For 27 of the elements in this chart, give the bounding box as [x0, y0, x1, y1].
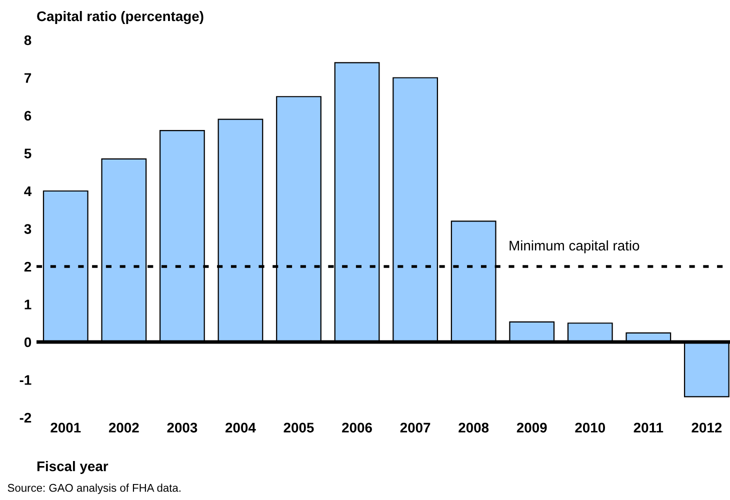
- x-tick-label: 2007: [400, 422, 430, 433]
- y-tick-label: 0: [24, 337, 32, 348]
- y-tick-label: -1: [20, 375, 32, 385]
- y-tick-label: 3: [24, 224, 32, 234]
- y-tick-label: 8: [24, 35, 32, 46]
- chart-title: Capital ratio (percentage): [37, 10, 204, 24]
- x-tick-label: 2005: [284, 422, 314, 433]
- x-tick-label: 2010: [575, 422, 606, 433]
- y-tick-label: 1: [24, 300, 32, 310]
- x-tick-label: 2004: [226, 422, 256, 433]
- y-tick-label: 6: [24, 110, 32, 121]
- y-tick-label: 7: [24, 73, 32, 83]
- x-tick-label: 2001: [50, 422, 81, 433]
- x-tick-label: 2006: [342, 422, 372, 433]
- x-tick-label: 2003: [167, 422, 198, 433]
- y-tick-label: 2: [24, 262, 32, 272]
- x-tick-label: 2002: [108, 422, 139, 433]
- ref-line-label: Minimum capital ratio: [510, 240, 640, 254]
- y-tick-label: 5: [24, 148, 32, 158]
- x-tick-label: 2012: [692, 422, 722, 433]
- y-tick-label: 4: [24, 186, 32, 196]
- x-tick-label: 2008: [458, 422, 489, 433]
- source-note: Source: GAO analysis of FHA data.: [8, 484, 180, 494]
- x-axis-title: Fiscal year: [37, 461, 108, 474]
- x-tick-label: 2009: [516, 422, 547, 433]
- y-tick-label: -2: [20, 412, 32, 423]
- x-tick-label: 2011: [634, 422, 664, 433]
